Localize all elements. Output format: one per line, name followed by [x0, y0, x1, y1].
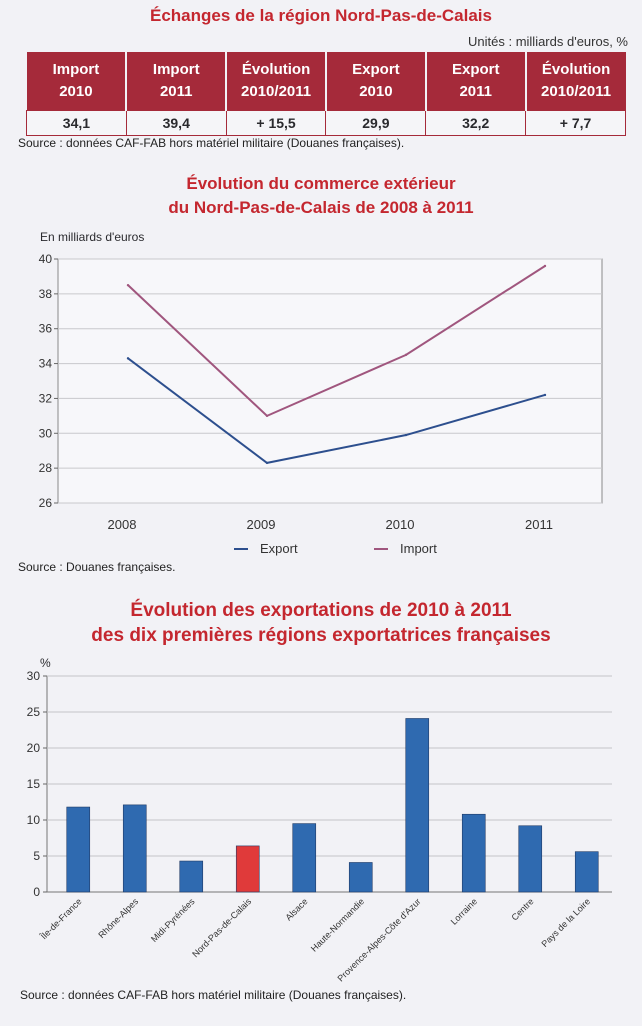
legend-label-import: Import: [400, 541, 437, 556]
series-point-export: [404, 433, 408, 437]
series-point-import: [543, 264, 547, 268]
line-chart-source: Source : Douanes françaises.: [18, 560, 176, 574]
line-ytick-label: 26: [39, 496, 53, 510]
exchange-table: Import 2010 Import 2011 Évolution 2010/2011…: [26, 52, 626, 136]
series-line-import: [127, 265, 546, 418]
line-chart-title-line1: Évolution du commerce extérieur: [186, 174, 456, 193]
bar-category-label: Rhône-Alpes: [96, 896, 140, 940]
header-export-2011: Export 2011: [424, 52, 526, 111]
cell-export-2011: 32,2: [425, 110, 527, 136]
line-xtick-label: 2009: [247, 517, 276, 532]
cell-evolution-import: + 15,5: [225, 110, 327, 136]
bar-category-label: Lorraine: [449, 896, 479, 926]
series-point-export: [265, 461, 269, 465]
line-ytick-label: 30: [39, 426, 53, 440]
cell-import-2011: 39,4: [125, 110, 227, 136]
line-ytick-label: 32: [39, 391, 53, 405]
cell-import-2010: 34,1: [26, 110, 127, 136]
table-units: Unités : milliards d'euros, %: [468, 34, 628, 49]
line-plot-area: [57, 258, 603, 504]
table-header-row: Import 2010 Import 2011 Évolution 2010/2011…: [26, 52, 626, 111]
bar: [122, 804, 147, 893]
table-title: Échanges de la région Nord-Pas-de-Calais: [150, 6, 492, 25]
bar: [518, 825, 543, 893]
bar-chart-source: Source : données CAF-FAB hors matériel m…: [20, 988, 407, 1002]
bar: [292, 823, 317, 893]
series-point-import: [126, 283, 130, 287]
bar: [405, 718, 430, 893]
line-chart-title-line2: du Nord-Pas-de-Calais de 2008 à 2011: [168, 198, 474, 217]
bar-chart-title-line2: des dix premières régions exportatrices …: [91, 625, 551, 646]
header-import-2010: Import 2010: [26, 52, 127, 111]
bar-category-label: Alsace: [283, 896, 309, 922]
series-point-export: [543, 393, 547, 397]
series-line-export: [127, 357, 546, 464]
table-source: Source : données CAF-FAB hors matériel m…: [18, 136, 405, 150]
bar-chart: 0 5 10 15 20 25 30 Île-de-France Rhône-Alpes Midi…: [27, 669, 612, 984]
bar-category-label: Pays de la Loire: [539, 896, 592, 949]
cell-evolution-export: + 7,7: [525, 110, 626, 136]
bar-ytick-label: 30: [27, 669, 41, 683]
bar: [461, 813, 486, 893]
bar: [348, 862, 373, 893]
bar: [235, 845, 260, 893]
bar-ytick-label: 15: [27, 777, 41, 791]
line-xtick-label: 2008: [108, 517, 137, 532]
table-row: 34,1 39,4 + 15,5 29,9 32,2 + 7,7: [26, 110, 626, 136]
bar-ytick-label: 20: [27, 741, 41, 755]
line-xtick-label: 2010: [386, 517, 415, 532]
bar-category-label: Haute-Normandie: [309, 896, 366, 953]
header-import-2011: Import 2011: [125, 52, 227, 111]
series-point-export: [126, 357, 130, 360]
header-export-2010: Export 2010: [324, 52, 426, 111]
bar-ytick-label: 10: [27, 813, 41, 827]
bar-category-label: Nord-Pas-de-Calais: [190, 896, 253, 959]
bar-ytick-label: 5: [33, 849, 40, 863]
bar-category-label: Île-de-France: [38, 896, 84, 942]
line-ytick-label: 40: [39, 252, 53, 266]
bar-category-label: Midi-Pyrénées: [149, 896, 197, 944]
line-chart-title: Évolution du commerce extérieur du Nord-…: [0, 172, 642, 220]
bar: [66, 806, 91, 893]
bar-chart-ylabel: %: [40, 656, 51, 670]
series-point-import: [404, 353, 408, 357]
bar: [574, 851, 599, 893]
line-chart-ylabel: En milliards d'euros: [40, 230, 145, 244]
legend-label-export: Export: [260, 541, 298, 556]
bar: [179, 860, 204, 893]
line-ytick-label: 38: [39, 287, 53, 301]
line-xtick-label: 2011: [525, 517, 553, 532]
bar-chart-title-line1: Évolution des exportations de 2010 à 201…: [130, 600, 512, 621]
line-chart: 26 28 30 32 34 36 38 40 2008 2009 2010 2011 Export Im…: [39, 252, 603, 556]
line-ytick-label: 36: [39, 322, 53, 336]
header-evolution-import: Évolution 2010/2011: [225, 52, 326, 111]
series-point-import: [265, 414, 269, 418]
bar-ytick-label: 0: [33, 885, 40, 899]
line-ytick-label: 28: [39, 461, 53, 475]
line-ytick-label: 34: [39, 357, 53, 371]
bar-ytick-label: 25: [27, 705, 41, 719]
header-evolution-export: Évolution 2010/2011: [524, 52, 626, 111]
cell-export-2010: 29,9: [325, 110, 427, 136]
bar-category-label: Centre: [509, 896, 535, 922]
bar-chart-title: Évolution des exportations de 2010 à 201…: [0, 598, 642, 648]
